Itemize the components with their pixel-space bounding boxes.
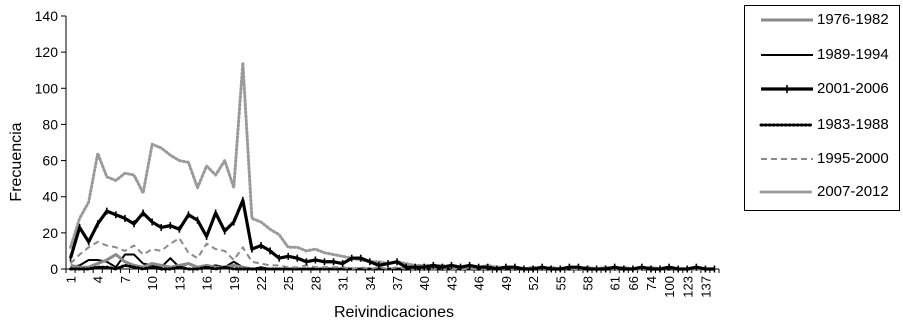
x-tick-label: 52 <box>526 276 541 290</box>
legend-label: 1989-1994 <box>817 46 889 63</box>
y-tick-label: 60 <box>42 153 58 169</box>
x-tick-label: 55 <box>553 276 568 290</box>
x-tick-label: 43 <box>444 276 459 290</box>
y-axis: 0 20 40 60 80 100 120 140 <box>35 8 67 277</box>
x-tick-label: 34 <box>363 276 378 290</box>
legend-item: 1995-2000 <box>745 149 901 169</box>
x-tick-label: 19 <box>227 276 242 290</box>
legend: 1976-1982 1989-1994 2001-2006 1983-1988 1995… <box>744 5 900 211</box>
x-tick-label: 1 <box>64 276 79 283</box>
legend-swatch <box>761 85 813 93</box>
x-tick-label: 100 <box>662 276 677 298</box>
legend-swatch <box>759 190 815 194</box>
legend-swatch <box>761 18 813 22</box>
legend-label: 2007-2012 <box>817 183 889 200</box>
x-tick-label: 49 <box>499 276 514 290</box>
x-tick-label: 16 <box>200 276 215 290</box>
y-tick-label: 0 <box>50 261 58 277</box>
x-tick-label: 61 <box>608 276 623 290</box>
x-tick-label: 40 <box>417 276 432 290</box>
legend-label: 1976-1982 <box>817 11 889 28</box>
x-tick-label: 7 <box>118 276 133 283</box>
legend-item: 1983-1988 <box>745 115 901 135</box>
legend-item: 2001-2006 <box>745 79 901 99</box>
y-tick-label: 40 <box>42 189 58 205</box>
y-tick-label: 140 <box>35 8 59 24</box>
x-tick-label: 10 <box>145 276 160 290</box>
y-tick-label: 20 <box>42 225 58 241</box>
legend-swatch <box>761 54 813 56</box>
x-tick-label: 13 <box>172 276 187 290</box>
series-lines <box>68 61 716 273</box>
legend-swatch <box>761 158 813 160</box>
series-line-2007-2012 <box>69 61 716 271</box>
legend-label: 1983-1988 <box>817 116 889 133</box>
x-tick-label: 46 <box>472 276 487 290</box>
y-tick-label: 120 <box>35 44 59 60</box>
y-tick-label: 80 <box>42 116 58 132</box>
x-tick-label: 137 <box>698 276 713 298</box>
y-axis-label: Frecuencia <box>8 122 25 201</box>
x-tick-label: 74 <box>644 276 659 290</box>
x-tick-label: 66 <box>626 276 641 290</box>
legend-label: 2001-2006 <box>817 80 889 97</box>
legend-label: 1995-2000 <box>817 150 889 167</box>
x-axis: 1 4 7 10 13 16 19 22 25 28 31 34 37 40 43 46 49 52 55 58 61 6… <box>64 268 720 298</box>
x-tick-label: 28 <box>308 276 323 290</box>
legend-item: 1976-1982 <box>745 10 901 30</box>
x-tick-label: 25 <box>281 276 296 290</box>
series-line-1995-2000 <box>69 237 715 270</box>
legend-item: 2007-2012 <box>745 182 901 202</box>
y-tick-label: 100 <box>35 80 59 96</box>
x-tick-label: 22 <box>254 276 269 290</box>
x-tick-label: 37 <box>390 276 405 290</box>
legend-swatch <box>759 123 815 127</box>
x-tick-label: 123 <box>680 276 695 298</box>
legend-item: 1989-1994 <box>745 45 901 65</box>
x-tick-label: 58 <box>580 276 595 290</box>
x-tick-label: 4 <box>91 276 106 283</box>
x-tick-label: 31 <box>336 276 351 290</box>
x-axis-label: Reivindicaciones <box>334 304 454 321</box>
series-line-2001-2006 <box>68 198 715 271</box>
